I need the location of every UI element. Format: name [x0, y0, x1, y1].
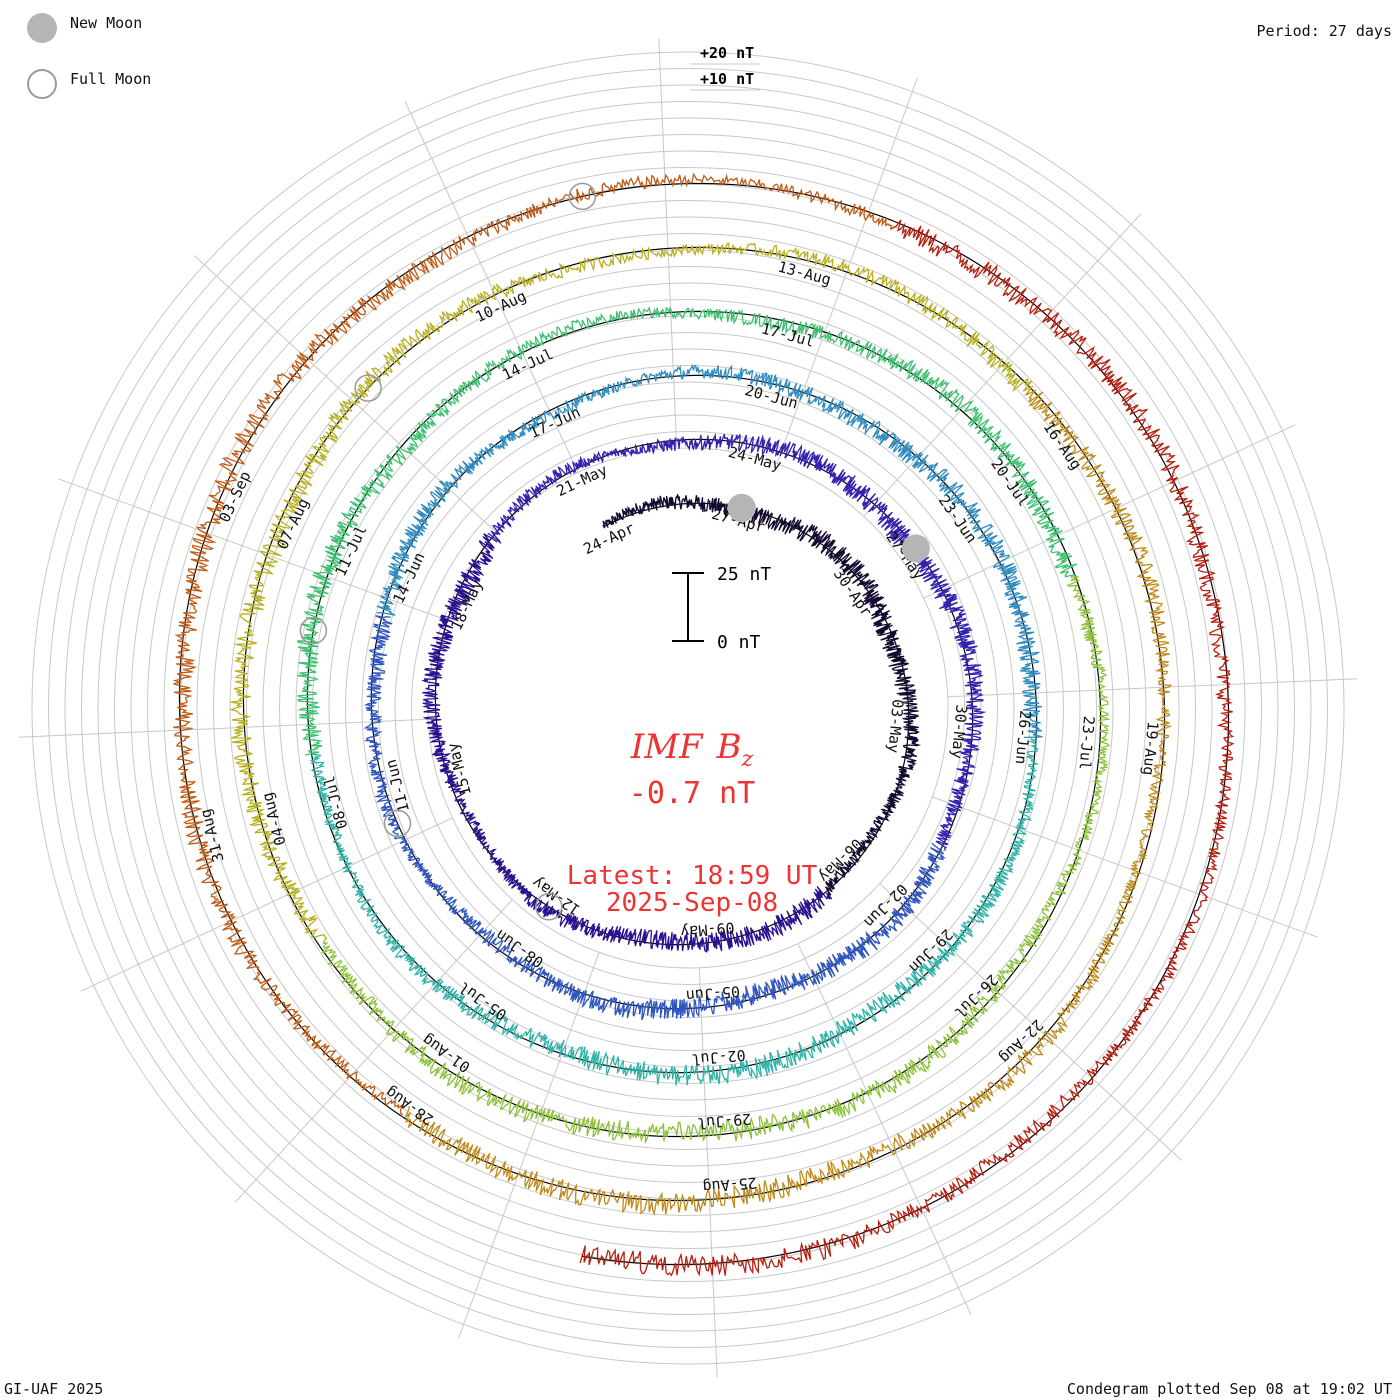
scale-bar-bottom-label: 0 nT [717, 632, 761, 653]
series-line-5 [376, 364, 1043, 739]
grid-circle [279, 299, 1097, 1117]
spoke [58, 478, 444, 620]
new-moon-legend-label: New Moon [70, 14, 143, 32]
date-tick-label: 17-Jun [527, 403, 584, 442]
spoke [879, 883, 1183, 1161]
spoke [797, 943, 972, 1316]
scale-bar-top-label: 25 nT [717, 564, 771, 585]
spoke [235, 899, 513, 1203]
date-tick-label: 26-Jun [1012, 710, 1035, 766]
date-tick-label: 29-Jul [696, 1110, 752, 1133]
grid-circle [312, 332, 1064, 1084]
grid-circle [378, 398, 998, 1018]
spoke [923, 424, 1296, 599]
date-tick-label: 05-Jun [685, 982, 741, 1005]
new-moon-marker [727, 493, 756, 522]
new-moon-legend-icon [27, 13, 57, 43]
center-readout: IMF Bz -0.7 nT Latest: 18:59 UT 2025-Sep-… [567, 727, 818, 918]
series-line-7 [296, 306, 1078, 756]
date-tick-label: 24-Apr [581, 519, 638, 558]
new-moon-marker [901, 534, 930, 563]
reference-labels: +20 nT +10 nT [690, 44, 760, 91]
center-title-var: B [716, 727, 742, 767]
center-value: -0.7 nT [629, 776, 755, 811]
grid-circle [328, 348, 1048, 1068]
date-tick-label: 02-Jul [691, 1046, 747, 1069]
latest-time: Latest: 18:59 UT [567, 861, 818, 891]
series-line-3 [487, 432, 987, 851]
footer-plot-time: Condegram plotted Sep 08 at 19:02 UT [1066, 1380, 1392, 1398]
series-line-8 [311, 575, 1111, 1145]
series-line-12 [579, 219, 1235, 1277]
scale-bar: 25 nT 0 nT [672, 564, 771, 653]
series-line-1 [602, 494, 922, 897]
grid [31, 51, 1345, 1365]
full-moon-marker [535, 893, 563, 921]
full-moon-legend-label: Full Moon [70, 70, 152, 88]
moon-markers [299, 182, 930, 921]
date-tick-label: 25-Aug [702, 1173, 758, 1196]
grid-circle [295, 315, 1081, 1101]
date-tick-label: 23-Jul [1075, 715, 1098, 771]
center-title-sub: z [741, 747, 754, 772]
series-line-11 [172, 172, 892, 1117]
date-tick-label: 19-Aug [1139, 721, 1162, 777]
full-moon-marker [354, 374, 382, 402]
data-series [172, 172, 1235, 1277]
center-title: IMF Bz [630, 727, 754, 772]
grid-circle [180, 200, 1196, 1216]
grid-circle [246, 266, 1130, 1150]
date-tick-label: 30-May [948, 704, 971, 760]
grid-circle [411, 431, 965, 985]
series-line-6 [309, 737, 1040, 1086]
full-moon-legend-icon [27, 69, 57, 99]
spokes [18, 38, 1358, 1378]
spoke [80, 817, 453, 992]
spoke [193, 255, 497, 533]
full-moon-marker [383, 809, 412, 838]
latest-date: 2025-Sep-08 [606, 888, 778, 918]
center-title-main: IMF [630, 727, 704, 767]
series-line-10 [404, 387, 1173, 1216]
series-line-4 [363, 615, 947, 1021]
full-moon-marker [299, 616, 328, 645]
spoke [458, 952, 600, 1338]
date-tick-label: 11-Jun [382, 757, 413, 814]
reference-label: +20 nT [700, 44, 754, 62]
grid-circle [262, 282, 1114, 1134]
date-tick-label: 03-May [884, 698, 907, 754]
spoke [698, 967, 718, 1378]
period-label: Period: 27 days [1256, 22, 1392, 40]
date-tick-label: 04-Aug [258, 790, 289, 847]
spoke [658, 38, 678, 449]
spoke [18, 718, 429, 738]
grid-circle [361, 381, 1015, 1035]
grid-circle [394, 414, 982, 1002]
spoke [932, 796, 1318, 938]
full-moon-marker [568, 182, 597, 211]
date-tick-label: 09-May [680, 918, 736, 941]
grid-circle [81, 101, 1295, 1315]
zero-baseline-spiral [178, 182, 1230, 1266]
grid-circle [64, 84, 1312, 1332]
reference-label: +10 nT [700, 70, 754, 88]
grid-circle [31, 51, 1345, 1365]
grid-circle [130, 150, 1246, 1266]
series-line-2 [421, 533, 833, 953]
spoke [947, 678, 1358, 698]
grid-circle [114, 134, 1262, 1282]
grid-circle [97, 117, 1279, 1299]
grid-circle [48, 68, 1328, 1348]
grid-circle [229, 249, 1147, 1167]
series-line-9 [229, 242, 1034, 934]
footer-credit: GI-UAF 2025 [4, 1380, 104, 1398]
